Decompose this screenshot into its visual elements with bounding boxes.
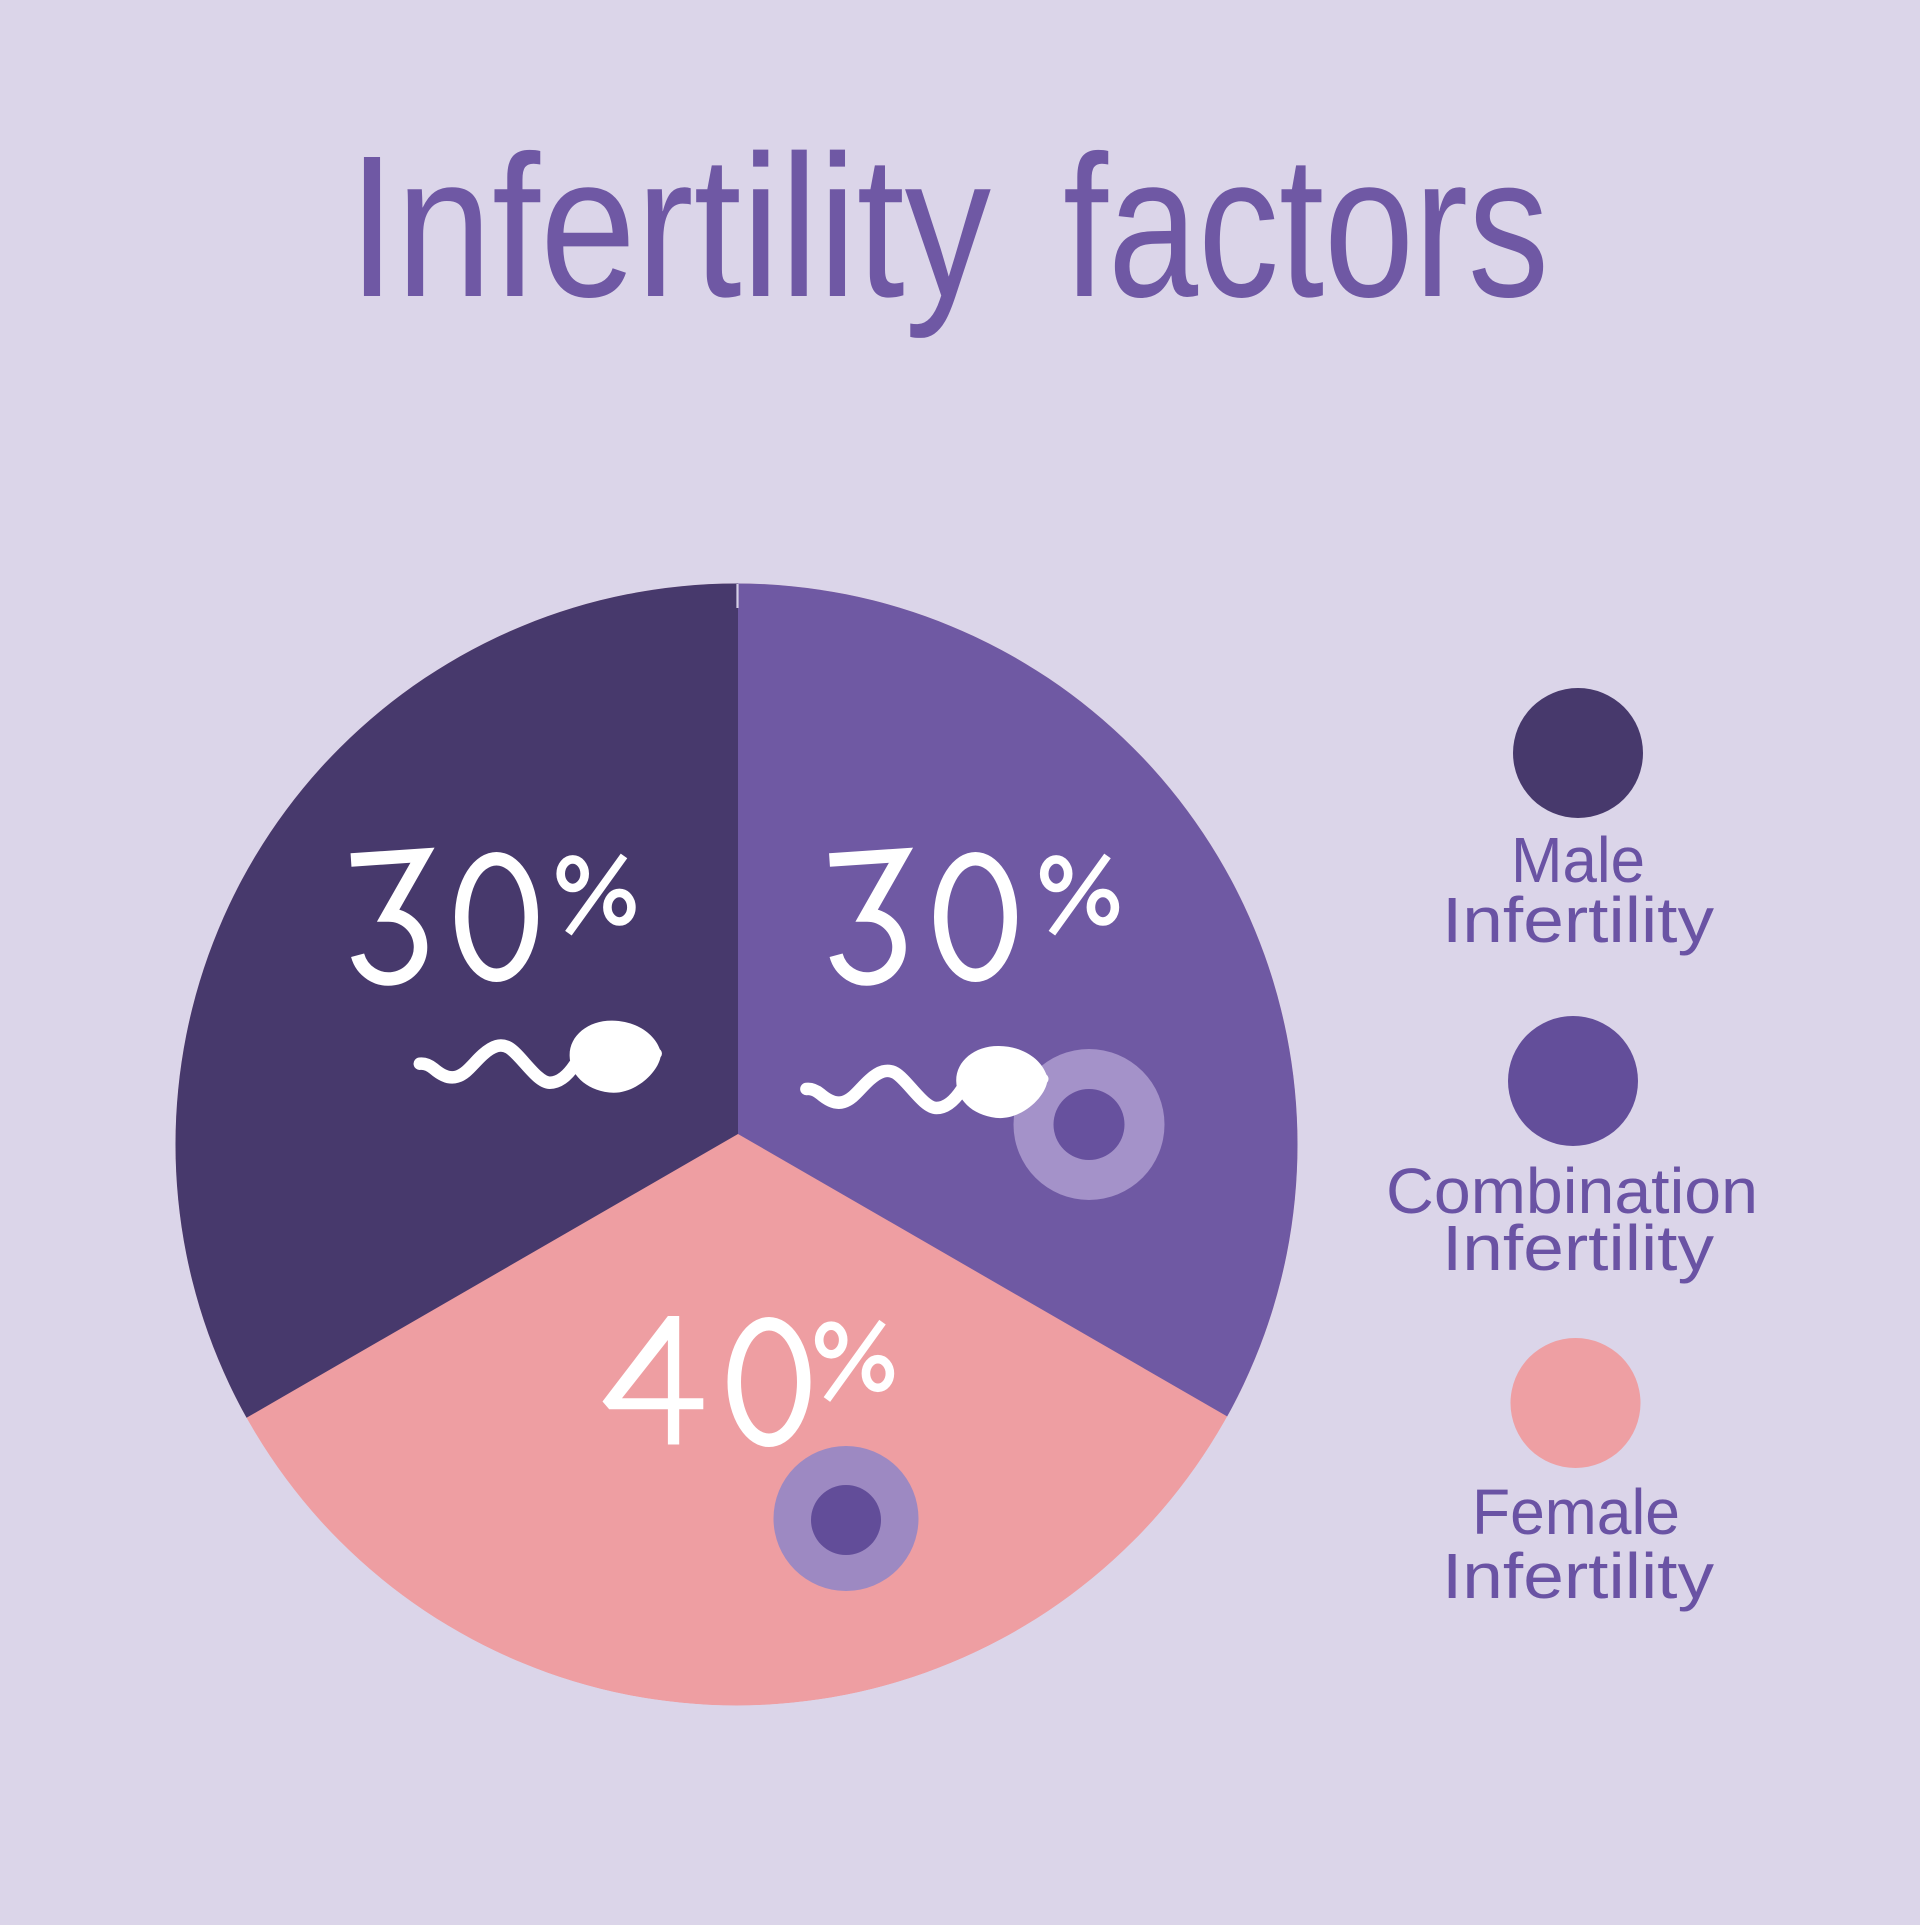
svg-text:factors: factors	[1063, 113, 1549, 339]
svg-text:Female: Female	[1472, 1476, 1680, 1548]
svg-text:Combination: Combination	[1386, 1155, 1758, 1227]
svg-text:Male: Male	[1511, 824, 1645, 896]
svg-text:Infertility: Infertility	[1442, 1540, 1714, 1612]
svg-text:Infertility: Infertility	[348, 113, 991, 339]
svg-text:Infertility: Infertility	[1442, 884, 1714, 956]
svg-text:Infertility: Infertility	[1442, 1212, 1714, 1284]
